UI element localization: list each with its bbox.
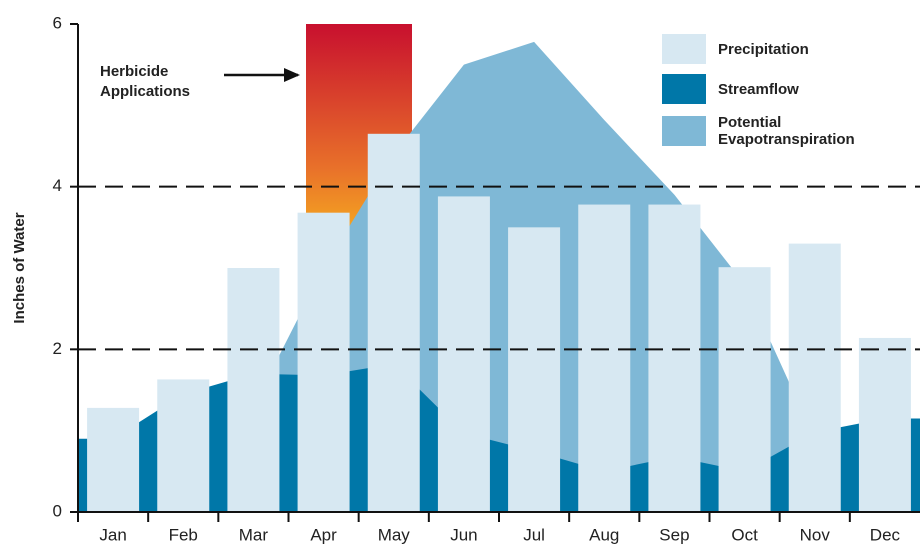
x-tick-label: Aug — [589, 525, 619, 544]
area — [78, 363, 920, 512]
legend-item: Streamflow — [662, 74, 912, 104]
x-tick-label: Feb — [169, 525, 198, 544]
bar — [437, 196, 490, 512]
legend-label: Precipitation — [718, 40, 809, 58]
bar — [578, 204, 631, 512]
legend-item: Precipitation — [662, 34, 912, 64]
x-tick-label: Jan — [99, 525, 126, 544]
legend-swatch — [662, 116, 706, 146]
bar — [87, 407, 140, 512]
bar — [367, 133, 420, 513]
x-tick-label: Jun — [450, 525, 477, 544]
x-tick-label: Mar — [239, 525, 269, 544]
annotation-arrowhead — [284, 68, 300, 82]
bar — [718, 267, 771, 512]
bar — [648, 204, 701, 512]
x-tick-label: Dec — [870, 525, 901, 544]
y-tick-label: 0 — [53, 501, 62, 520]
x-tick-label: May — [378, 525, 411, 544]
legend-item: Potential Evapotranspiration — [662, 114, 912, 148]
bar — [227, 268, 280, 512]
legend: Precipitation Streamflow Potential Evapotr… — [662, 34, 912, 158]
x-tick-label: Nov — [800, 525, 831, 544]
x-tick-label: Oct — [731, 525, 758, 544]
y-tick-label: 2 — [53, 339, 62, 358]
legend-swatch — [662, 34, 706, 64]
bar — [858, 337, 911, 512]
x-tick-label: Apr — [310, 525, 337, 544]
y-tick-label: 6 — [53, 13, 62, 32]
x-tick-label: Jul — [523, 525, 545, 544]
bar — [788, 243, 841, 512]
x-tick-label: Sep — [659, 525, 689, 544]
legend-label: Streamflow — [718, 80, 799, 98]
bar — [157, 379, 210, 512]
bar — [508, 227, 561, 513]
bar — [297, 212, 350, 512]
legend-label: Potential Evapotranspiration — [718, 114, 855, 148]
annotation-box: Herbicide Applications — [100, 63, 191, 100]
annotation: Herbicide Applications — [100, 63, 191, 100]
y-axis-label: Inches of Water — [11, 212, 28, 323]
y-tick-label: 4 — [53, 176, 62, 195]
legend-swatch — [662, 74, 706, 104]
